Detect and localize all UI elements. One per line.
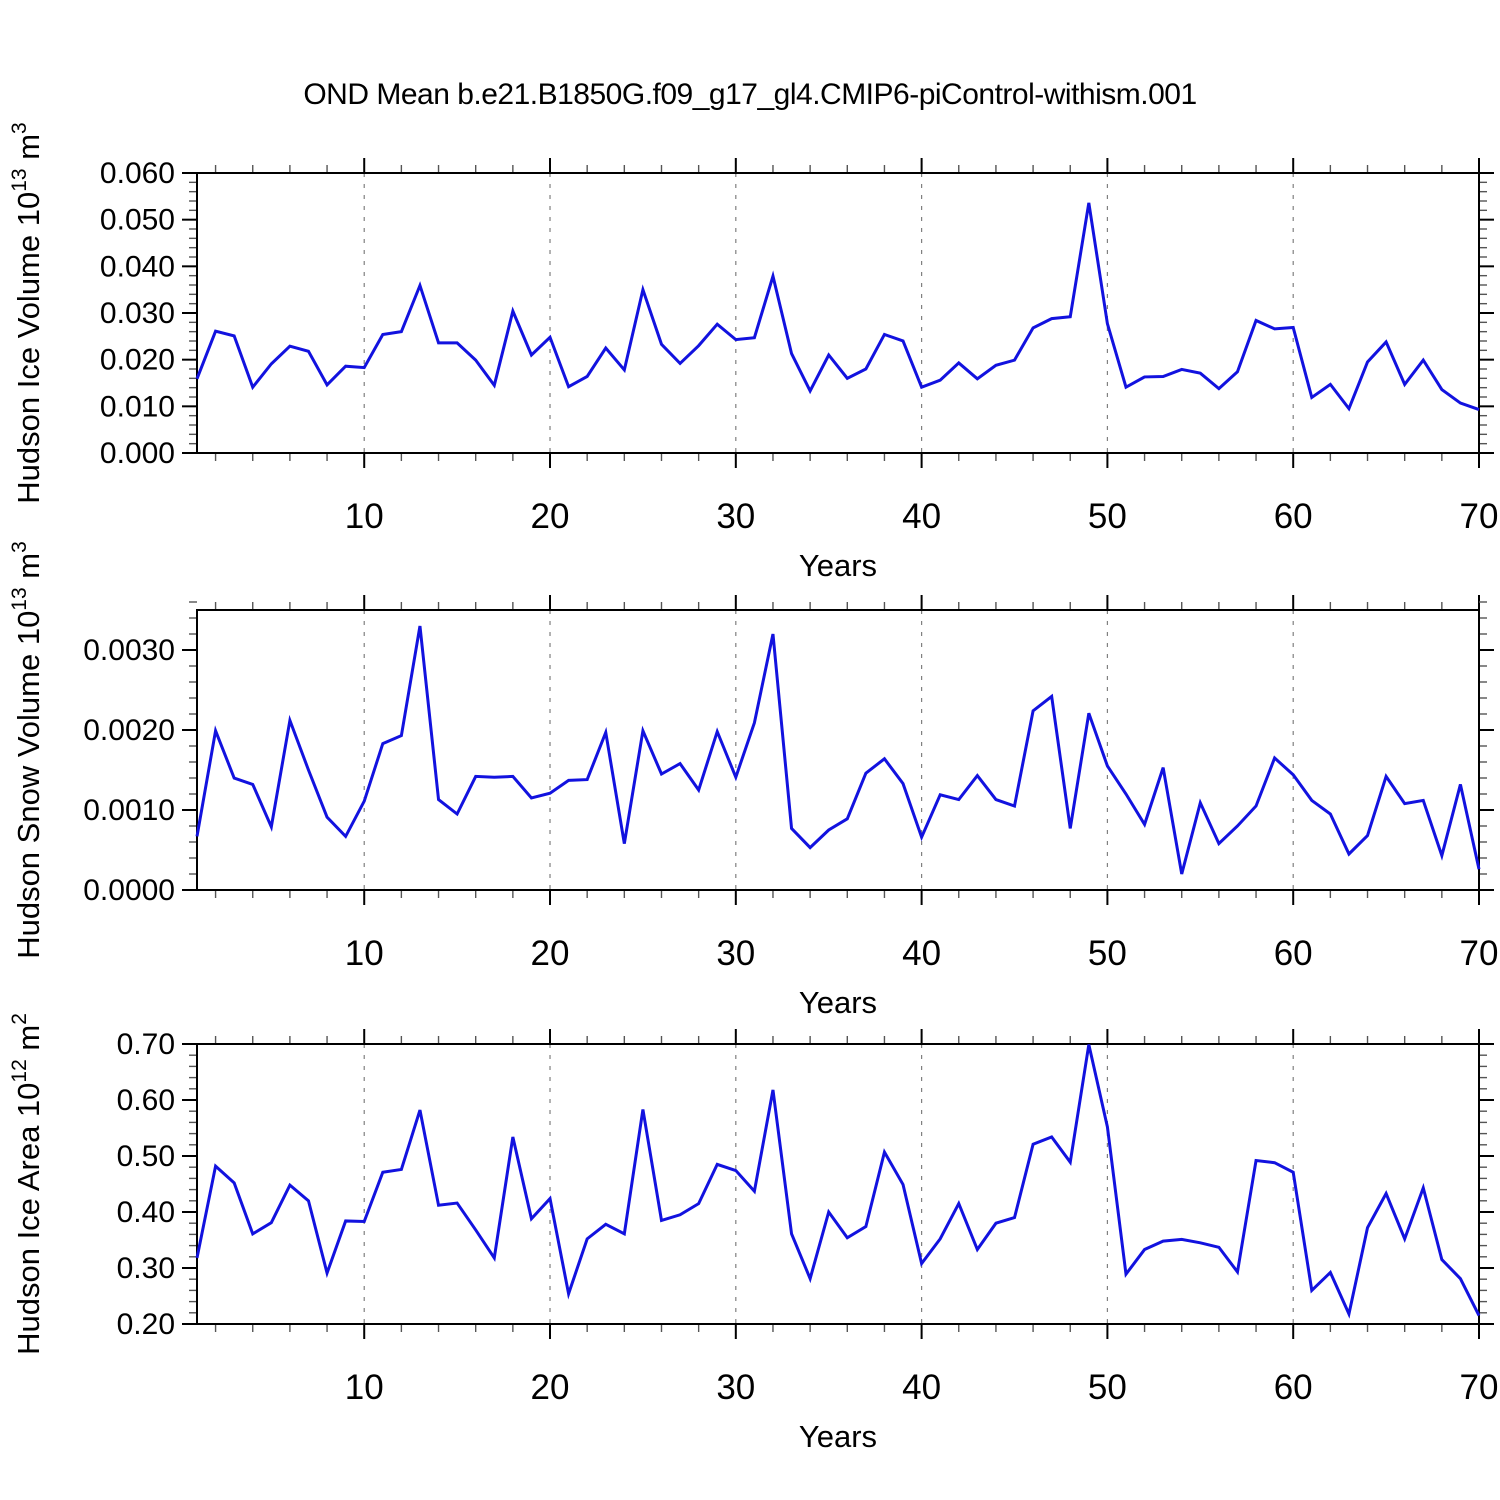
y-tick-label: 0.030 bbox=[100, 297, 175, 330]
y-tick-label: 0.60 bbox=[117, 1084, 175, 1117]
y-tick-label: 0.70 bbox=[117, 1028, 175, 1061]
x-tick-label: 70 bbox=[1460, 1368, 1499, 1407]
y-tick-label: 0.000 bbox=[100, 437, 175, 470]
hudson-ice-area-ytick-labels: 0.20 0.30 0.40 0.50 0.60 0.70 bbox=[117, 1028, 175, 1341]
figure-title: OND Mean b.e21.B1850G.f09_g17_gl4.CMIP6-… bbox=[303, 78, 1197, 111]
x-tick-label: 50 bbox=[1088, 1368, 1127, 1407]
x-tick-label: 60 bbox=[1274, 497, 1313, 536]
hudson-ice-volume-ylabel: Hudson Ice Volume 1013 m3 bbox=[8, 122, 46, 503]
y-tick-label: 0.0000 bbox=[83, 874, 175, 907]
y-tick-label: 0.020 bbox=[100, 344, 175, 377]
x-tick-label: 20 bbox=[531, 934, 570, 973]
y-tick-label: 0.40 bbox=[117, 1196, 175, 1229]
y-tick-label: 0.060 bbox=[100, 157, 175, 190]
hudson-ice-volume-ticks bbox=[182, 158, 1494, 468]
hudson-ice-area-line bbox=[195, 1044, 1481, 1319]
hudson-ice-area-gridlines bbox=[363, 1044, 1294, 1324]
y-tick-label: 0.010 bbox=[100, 390, 175, 423]
hudson-snow-volume-panel: 0.0000 0.0010 0.0020 0.0030 10 20 30 40 50 60 70 Ye… bbox=[8, 541, 1498, 1020]
x-tick-label: 20 bbox=[531, 497, 570, 536]
hudson-snow-volume-line bbox=[195, 625, 1481, 875]
y-tick-label: 0.040 bbox=[100, 250, 175, 283]
y-tick-label: 0.0030 bbox=[83, 634, 175, 667]
x-tick-label: 30 bbox=[716, 934, 755, 973]
hudson-ice-area-panel: 0.20 0.30 0.40 0.50 0.60 0.70 10 20 30 40 50 60 70 Ye… bbox=[8, 1013, 1498, 1454]
hudson-ice-volume-xtick-labels: 10 20 30 40 50 60 70 bbox=[345, 497, 1499, 536]
hudson-ice-area-plot-frame bbox=[196, 1043, 1480, 1325]
y-tick-label: 0.20 bbox=[117, 1308, 175, 1341]
hudson-snow-volume-plot-frame bbox=[196, 609, 1480, 891]
hudson-snow-volume-xlabel: Years bbox=[799, 985, 877, 1020]
hudson-ice-area-xtick-labels: 10 20 30 40 50 60 70 bbox=[345, 1368, 1499, 1407]
x-tick-label: 20 bbox=[531, 1368, 570, 1407]
x-tick-label: 10 bbox=[345, 934, 384, 973]
hudson-ice-volume-xlabel: Years bbox=[799, 548, 877, 583]
hudson-snow-volume-ytick-labels: 0.0000 0.0010 0.0020 0.0030 bbox=[83, 634, 175, 907]
x-tick-label: 40 bbox=[902, 497, 941, 536]
x-tick-label: 30 bbox=[716, 497, 755, 536]
x-tick-label: 50 bbox=[1088, 497, 1127, 536]
x-tick-label: 40 bbox=[902, 934, 941, 973]
x-tick-label: 60 bbox=[1274, 934, 1313, 973]
hudson-ice-volume-plot-frame bbox=[196, 172, 1480, 454]
x-tick-label: 40 bbox=[902, 1368, 941, 1407]
hudson-ice-area-ylabel: Hudson Ice Area 1012 m2 bbox=[8, 1013, 46, 1355]
hudson-ice-volume-panel: 0.000 0.010 0.020 0.030 0.040 0.050 0.060 10 20 3… bbox=[8, 122, 1498, 583]
y-tick-label: 0.50 bbox=[117, 1140, 175, 1173]
x-tick-label: 30 bbox=[716, 1368, 755, 1407]
x-tick-label: 60 bbox=[1274, 1368, 1313, 1407]
x-tick-label: 70 bbox=[1460, 934, 1499, 973]
hudson-ice-volume-gridlines bbox=[363, 173, 1294, 453]
hudson-ice-area-ticks bbox=[182, 1029, 1494, 1339]
y-tick-label: 0.050 bbox=[100, 204, 175, 237]
hudson-ice-area-xlabel: Years bbox=[799, 1419, 877, 1454]
hudson-snow-volume-ticks bbox=[182, 595, 1494, 905]
hudson-ice-volume-ytick-labels: 0.000 0.010 0.020 0.030 0.040 0.050 0.060 bbox=[100, 157, 175, 470]
x-tick-label: 10 bbox=[345, 497, 384, 536]
y-tick-label: 0.0020 bbox=[83, 714, 175, 747]
hudson-ice-volume-line bbox=[195, 202, 1480, 412]
x-tick-label: 10 bbox=[345, 1368, 384, 1407]
hudson-snow-volume-ylabel: Hudson Snow Volume 1013 m3 bbox=[8, 541, 46, 959]
x-tick-label: 50 bbox=[1088, 934, 1127, 973]
hudson-snow-volume-xtick-labels: 10 20 30 40 50 60 70 bbox=[345, 934, 1499, 973]
hudson-snow-volume-gridlines bbox=[363, 610, 1294, 890]
y-tick-label: 0.30 bbox=[117, 1252, 175, 1285]
y-tick-label: 0.0010 bbox=[83, 794, 175, 827]
x-tick-label: 70 bbox=[1460, 497, 1499, 536]
